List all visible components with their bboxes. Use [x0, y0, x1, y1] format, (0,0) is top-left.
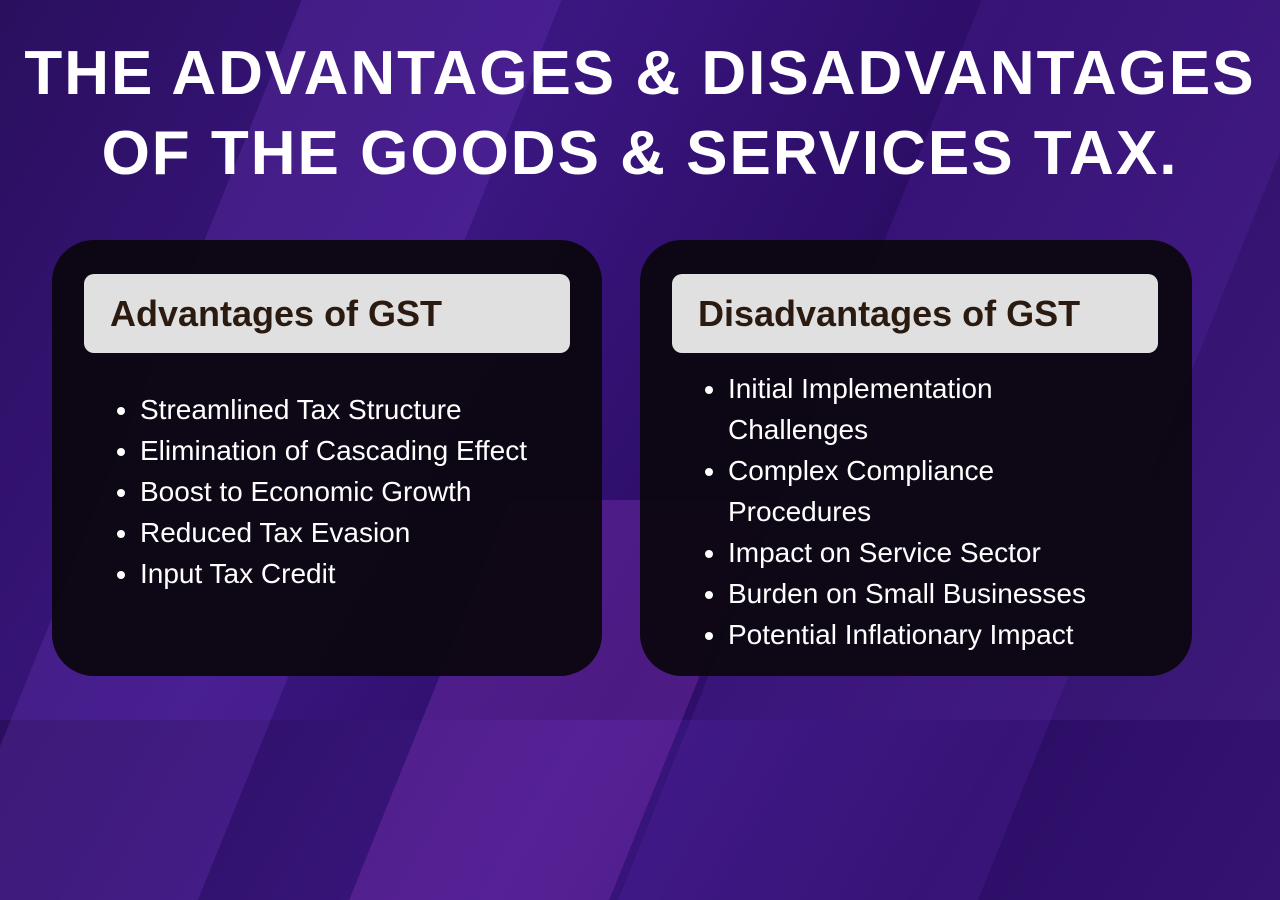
title: THE ADVANTAGES & DISADVANTAGES OF THE GO…	[0, 34, 1280, 194]
list-item: Reduced Tax Evasion	[140, 512, 530, 553]
panel-heading: Disadvantages of GST	[672, 274, 1158, 353]
list-item: Boost to Economic Growth	[140, 471, 530, 512]
panel: Disadvantages of GST Initial Implementat…	[640, 240, 1192, 676]
list-item: Input Tax Credit	[140, 553, 530, 594]
panel: Advantages of GST Streamlined Tax Struct…	[52, 240, 602, 676]
list-item: Elimination of Cascading Effect	[140, 430, 530, 471]
title-line: THE ADVANTAGES & DISADVANTAGES	[24, 39, 1256, 108]
list-item: Impact on Service Sector	[728, 532, 1138, 573]
list-item: Initial Implementation Challenges	[728, 368, 1138, 450]
page: THE ADVANTAGES & DISADVANTAGES OF THE GO…	[0, 0, 1280, 720]
list-item: Potential Inflationary Impact	[728, 614, 1138, 655]
list-item: Streamlined Tax Structure	[140, 389, 530, 430]
item-list: Initial Implementation ChallengesComplex…	[728, 368, 1138, 655]
list-item: Burden on Small Businesses	[728, 573, 1138, 614]
list-item: Complex Compliance Procedures	[728, 450, 1138, 532]
item-list: Streamlined Tax StructureElimination of …	[140, 389, 530, 594]
title-line: OF THE GOODS & SERVICES TAX.	[101, 119, 1179, 188]
panel-heading: Advantages of GST	[84, 274, 570, 353]
